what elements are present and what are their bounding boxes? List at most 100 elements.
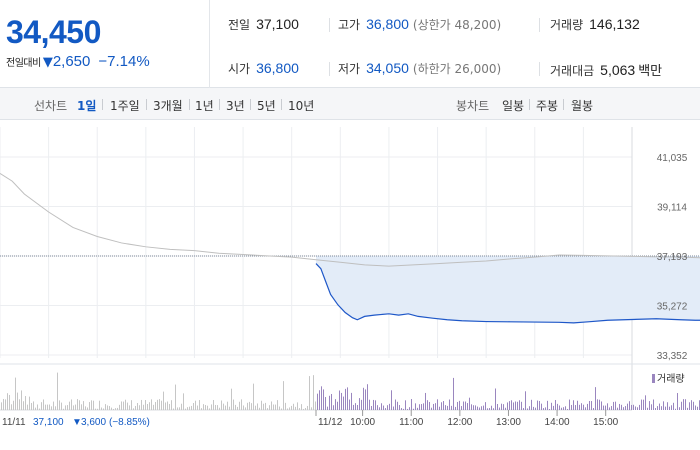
volume-bar (627, 403, 628, 410)
volume-bar (107, 405, 108, 410)
volume-bar (157, 399, 158, 410)
volume-bar (633, 404, 634, 410)
volume-bar (607, 403, 608, 410)
volume-bar (145, 400, 146, 410)
volume-bar (167, 401, 168, 410)
volume-bar (395, 399, 396, 410)
volume-bar (315, 401, 316, 410)
period-bar: 선차트 1일 1주일 3개월 1년 3년 5년 10년 봉차트 일봉 주봉 월봉 (0, 88, 700, 120)
volume-bar (671, 405, 672, 410)
tab-5y[interactable]: 5년 (257, 99, 276, 113)
volume-bar (279, 406, 280, 410)
volume-bar (95, 408, 96, 410)
volume-bar (307, 405, 308, 410)
volume-legend-label: 거래량 (657, 373, 685, 385)
volume-bar (453, 377, 454, 410)
volume-bar (411, 399, 412, 410)
volume-bar (605, 405, 606, 410)
volume-bar (317, 393, 318, 410)
volume-bar (29, 396, 30, 410)
volume-bar (639, 404, 640, 410)
volume-bar (583, 404, 584, 410)
volume-bar (487, 408, 488, 410)
volume-bar (119, 404, 120, 410)
volume-bar (195, 400, 196, 410)
volume-bar (217, 405, 218, 410)
y-tick-label: 33,352 (657, 351, 688, 362)
volume-bar (203, 404, 204, 410)
volume-bar (427, 400, 428, 410)
tab-monthly-candle[interactable]: 월봉 (571, 99, 594, 113)
tab-3y[interactable]: 3년 (226, 99, 245, 113)
stat-value: 36,800 (256, 60, 299, 76)
tab-1d[interactable]: 1일 (77, 99, 97, 113)
volume-bar (121, 401, 122, 410)
volume-bar (587, 403, 588, 410)
volume-bar (153, 404, 154, 410)
volume-bar (585, 407, 586, 410)
volume-bar (129, 405, 130, 410)
stat-volume: 거래량 146,132 (550, 16, 640, 33)
volume-bar (589, 400, 590, 410)
volume-bar (659, 403, 660, 410)
volume-bar (79, 400, 80, 410)
volume-bar (579, 404, 580, 410)
divider (329, 62, 330, 76)
volume-bar (47, 404, 48, 410)
volume-bar (377, 405, 378, 410)
volume-bar (345, 388, 346, 410)
volume-bar (437, 399, 438, 410)
volume-bar (215, 404, 216, 410)
volume-bar (325, 397, 326, 410)
volume-bar (533, 406, 534, 410)
candle-chart-label: 봉차트 (456, 99, 490, 113)
x-tick-label: 11:00 (399, 417, 424, 428)
volume-bar (387, 405, 388, 410)
volume-bar (495, 388, 496, 410)
volume-bar (87, 407, 88, 410)
volume-bar (77, 399, 78, 410)
stat-amount: 거래대금 5,063 백만 (550, 60, 662, 79)
volume-bar (5, 399, 6, 410)
volume-bar (617, 407, 618, 410)
volume-bar (537, 400, 538, 410)
volume-bar (441, 402, 442, 410)
volume-bar (147, 404, 148, 410)
volume-bar (135, 405, 136, 410)
volume-bar (83, 401, 84, 410)
volume-bar (383, 405, 384, 410)
tab-1y[interactable]: 1년 (195, 99, 214, 113)
volume-bar (425, 392, 426, 410)
volume-bar (475, 405, 476, 410)
stat-unit: 백만 (638, 63, 663, 78)
volume-bar (559, 405, 560, 410)
volume-bar (393, 406, 394, 410)
volume-bar (205, 404, 206, 410)
volume-bar (319, 390, 320, 410)
volume-bar (391, 390, 392, 410)
volume-bar (641, 399, 642, 410)
volume-bar (227, 401, 228, 410)
lower-limit: (하한가 26,000) (412, 62, 502, 76)
volume-bar (549, 408, 550, 410)
volume-bar (405, 400, 406, 410)
tab-3m[interactable]: 3개월 (153, 99, 183, 113)
volume-bar (283, 381, 284, 410)
volume-bar (429, 401, 430, 410)
x-tick-label: 15:00 (593, 417, 618, 428)
volume-bar (557, 403, 558, 410)
tab-10y[interactable]: 10년 (288, 99, 315, 113)
stat-high: 고가 36,800 (상한가 48,200) (338, 16, 501, 33)
stat-label: 고가 (338, 18, 361, 32)
volume-bar (265, 402, 266, 410)
volume-bar (665, 406, 666, 410)
x-tick-label: 14:00 (545, 417, 570, 428)
volume-bar (565, 406, 566, 410)
volume-bar (529, 406, 530, 410)
volume-bar (417, 407, 418, 410)
volume-bar (681, 401, 682, 410)
tab-weekly-candle[interactable]: 주봉 (536, 99, 559, 113)
y-tick-label: 35,272 (657, 302, 688, 313)
tab-1w[interactable]: 1주일 (110, 99, 140, 113)
tab-daily-candle[interactable]: 일봉 (502, 99, 525, 113)
